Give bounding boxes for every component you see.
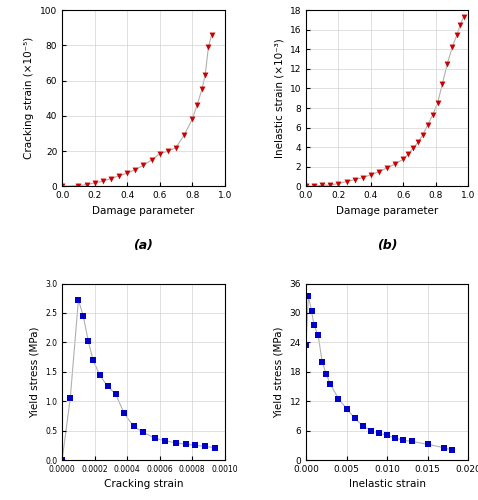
Point (404, 150, 412, 158)
Point (391, 434, 399, 442)
Point (310, 182, 318, 190)
Point (318, 358, 326, 366)
Point (208, 30, 216, 38)
Point (400, 436, 407, 444)
Point (188, 116, 196, 124)
Point (151, 434, 159, 442)
Point (343, 178, 350, 186)
Point (79, 312, 87, 320)
Y-axis label: Yield stress (MPa): Yield stress (MPa) (30, 326, 40, 418)
Point (322, 370, 330, 378)
Point (424, 440, 432, 448)
Point (130, 422, 138, 430)
Point (198, 86, 206, 94)
Point (456, 20, 464, 28)
Text: (b): (b) (377, 240, 397, 252)
Point (359, 174, 367, 182)
Point (156, 150, 163, 158)
Point (326, 181, 334, 189)
Point (140, 428, 147, 436)
Point (164, 147, 172, 155)
Point (104, 382, 111, 390)
Point (211, 444, 219, 452)
Point (112, 390, 120, 398)
Point (400, 155, 407, 163)
Point (391, 160, 399, 168)
Point (429, 111, 436, 119)
Point (460, 13, 467, 21)
Point (434, 99, 441, 107)
Point (58, 456, 66, 464)
Point (302, 341, 310, 349)
Point (148, 156, 155, 164)
Point (308, 308, 315, 316)
X-axis label: Cracking strain: Cracking strain (104, 480, 183, 490)
Point (172, 439, 180, 447)
Point (192, 442, 199, 450)
Point (83, 180, 90, 188)
Point (115, 172, 123, 180)
Point (351, 414, 358, 422)
Point (120, 409, 128, 417)
Point (383, 164, 391, 172)
Point (205, 43, 212, 51)
Point (335, 180, 342, 188)
Point (367, 170, 375, 178)
Point (131, 166, 139, 173)
Point (440, 444, 448, 452)
Point (182, 440, 189, 448)
Point (96, 370, 103, 378)
Y-axis label: Yield stress (MPa): Yield stress (MPa) (274, 326, 284, 418)
Point (375, 168, 383, 176)
Point (123, 169, 131, 177)
Point (75, 296, 82, 304)
Point (172, 144, 180, 152)
Point (343, 404, 350, 412)
Point (91, 179, 98, 187)
Point (351, 176, 358, 184)
Point (107, 174, 115, 182)
Point (448, 44, 456, 52)
Point (302, 182, 310, 190)
Point (414, 138, 422, 146)
Point (439, 80, 446, 88)
Point (84, 336, 92, 344)
Point (453, 30, 461, 38)
Point (444, 60, 451, 68)
Point (318, 182, 326, 190)
X-axis label: Inelastic strain: Inelastic strain (348, 480, 426, 490)
Point (419, 130, 427, 138)
Point (424, 120, 432, 128)
X-axis label: Damage parameter: Damage parameter (92, 206, 195, 216)
Point (383, 432, 391, 440)
Y-axis label: Inelastic strain (×10⁻³): Inelastic strain (×10⁻³) (274, 38, 284, 158)
Point (75, 182, 82, 190)
Point (89, 356, 97, 364)
Point (448, 446, 456, 454)
Point (310, 321, 318, 329)
Point (58, 182, 66, 190)
Point (161, 436, 168, 444)
Point (408, 438, 415, 446)
Point (99, 177, 107, 185)
Point (180, 132, 188, 140)
Point (140, 162, 147, 170)
Point (326, 380, 334, 388)
Point (409, 144, 417, 152)
Point (201, 72, 209, 80)
Point (66, 394, 74, 402)
Point (367, 426, 375, 434)
Point (201, 442, 209, 450)
Point (304, 292, 312, 300)
Point (335, 394, 342, 402)
Point (193, 102, 201, 110)
Point (359, 422, 367, 430)
X-axis label: Damage parameter: Damage parameter (336, 206, 438, 216)
Point (375, 429, 383, 437)
Point (315, 331, 322, 339)
Y-axis label: Cracking strain (×10⁻⁵): Cracking strain (×10⁻⁵) (24, 37, 34, 160)
Text: (a): (a) (133, 240, 153, 252)
